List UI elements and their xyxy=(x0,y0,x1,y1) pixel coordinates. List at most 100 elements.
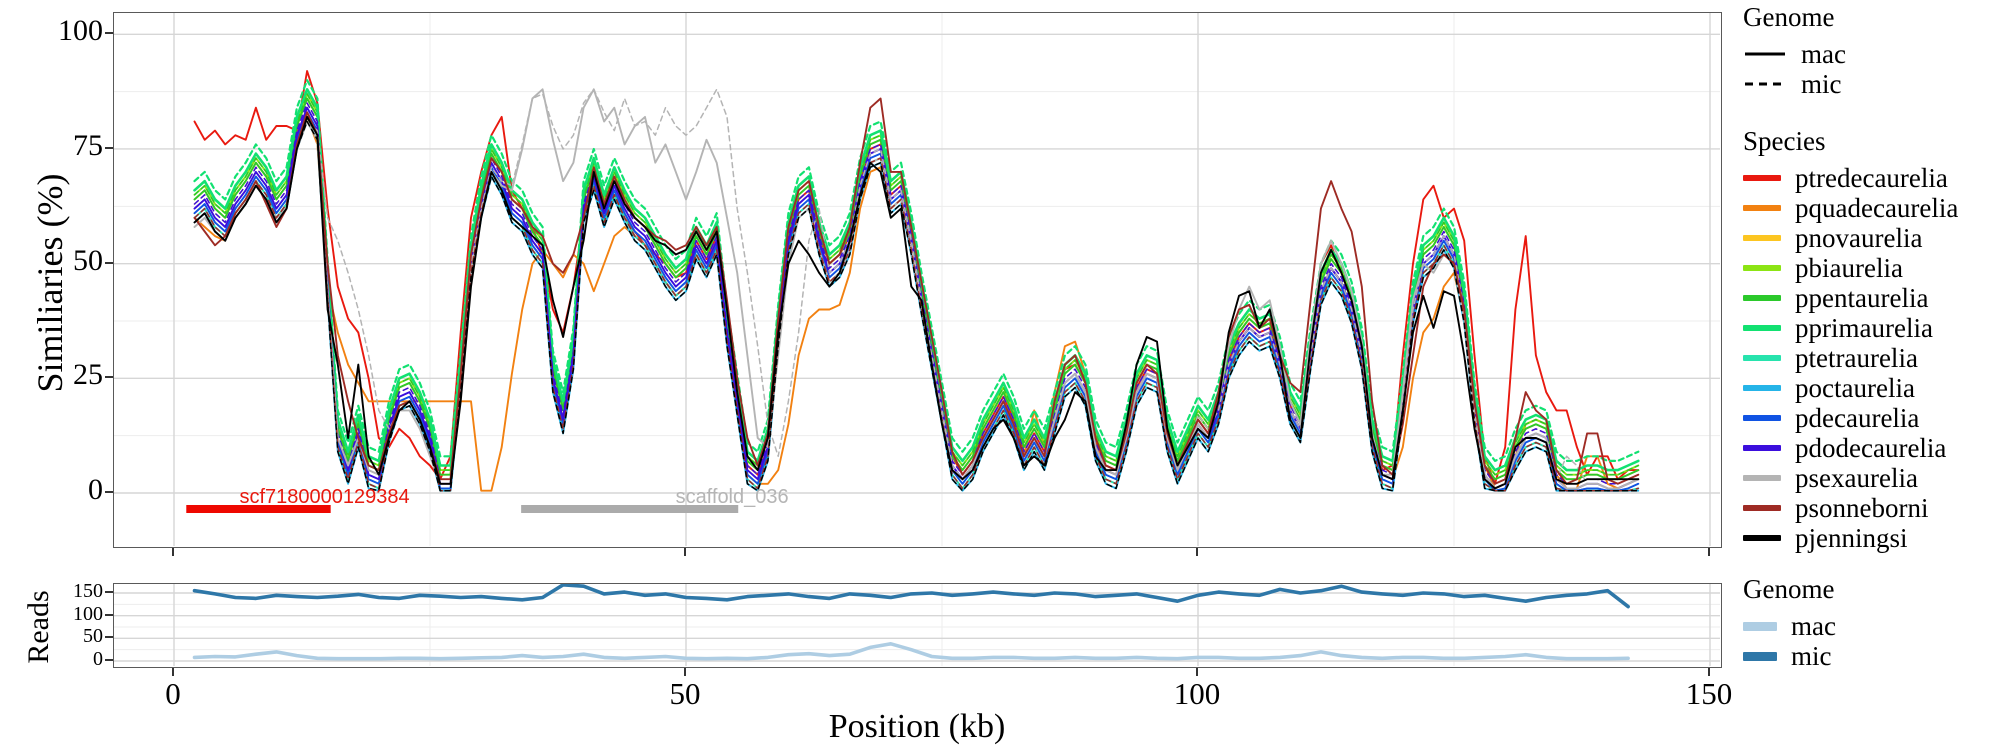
reads-genome-color-swatch-icon xyxy=(1743,651,1777,661)
legend-reads-genome: Genome mac mic xyxy=(1743,574,1999,671)
legend-species-item-pprimaurelia: pprimaurelia xyxy=(1743,313,1999,343)
x-tick-label: 100 xyxy=(1173,676,1221,711)
legend-genome-title: Genome xyxy=(1743,2,1835,32)
x-tick-label: 50 xyxy=(669,676,701,711)
species-color-swatch-icon xyxy=(1743,385,1781,391)
legend-reads-genome-item-label: mac xyxy=(1791,610,1836,641)
reads-y-tick-mark xyxy=(105,636,113,639)
legend-reads-genome-item-mac: mac xyxy=(1743,611,1999,641)
legend-species-item-label: pdecaurelia xyxy=(1795,402,1920,433)
y-tick-label: 25 xyxy=(73,358,103,392)
solid-line-swatch-icon xyxy=(1745,52,1785,56)
series-pjenningsi-mic xyxy=(193,120,1640,492)
series-pjenningsi-mac xyxy=(193,115,1640,490)
series-psonneborni-mac xyxy=(193,97,1640,485)
reads-y-tick-label: 150 xyxy=(73,580,103,602)
y-tick-mark xyxy=(105,146,113,149)
legend-species-item-label: pquadecaurelia xyxy=(1795,192,1959,223)
legend-species-item-psonneborni: psonneborni xyxy=(1743,493,1999,523)
legend-species-item-pdecaurelia: pdecaurelia xyxy=(1743,403,1999,433)
y-tick-mark xyxy=(105,376,113,379)
y-tick-label: 75 xyxy=(73,128,103,162)
similarity-plot-svg xyxy=(114,13,1720,546)
reads-y-tick-label: 0 xyxy=(93,648,103,670)
x-axis-title: Position (kb) xyxy=(828,708,1006,745)
legend-species-item-label: psexaurelia xyxy=(1795,462,1918,493)
annotation-scaffold-red-label: scf7180000129384 xyxy=(239,486,410,508)
species-color-swatch-icon xyxy=(1743,295,1781,301)
main-x-tick-mark xyxy=(1196,548,1198,556)
legend-species: Species ptredecaurelia pquadecaurelia pnov… xyxy=(1743,126,1999,553)
legend-species-item-label: pbiaurelia xyxy=(1795,252,1903,283)
x-tick-label: 0 xyxy=(165,676,181,711)
y-tick-label: 100 xyxy=(58,14,103,48)
legend-species-item-pdodecaurelia: pdodecaurelia xyxy=(1743,433,1999,463)
dashed-line-swatch-icon xyxy=(1745,82,1785,86)
legend-genome-linetype: Genome mac mic xyxy=(1743,2,1999,99)
legend-species-item-label: psonneborni xyxy=(1795,492,1929,523)
legend-species-item-ptredecaurelia: ptredecaurelia xyxy=(1743,163,1999,193)
legend-species-item-pjenningsi: pjenningsi xyxy=(1743,523,1999,553)
y-tick-mark xyxy=(105,32,113,35)
legend-species-item-poctaurelia: poctaurelia xyxy=(1743,373,1999,403)
species-color-swatch-icon xyxy=(1743,205,1781,211)
legend-genome-item-label: mic xyxy=(1801,68,1842,99)
reads-y-tick-mark xyxy=(105,659,113,661)
annotation-bar-1 xyxy=(521,505,739,513)
legend-species-item-label: pdodecaurelia xyxy=(1795,432,1947,463)
annotation-bar-0 xyxy=(186,505,331,513)
reads-panel xyxy=(113,583,1722,668)
reads-genome-color-swatch-icon xyxy=(1743,621,1777,631)
legend-reads-genome-item-label: mic xyxy=(1791,640,1832,671)
x-tick-label: 150 xyxy=(1685,676,1733,711)
species-color-swatch-icon xyxy=(1743,325,1781,331)
legend-genome-item-mic: mic xyxy=(1743,69,1999,99)
reads-y-tick-label: 100 xyxy=(73,602,103,625)
species-color-swatch-icon xyxy=(1743,445,1781,451)
reads-x-tick-mark xyxy=(172,668,174,676)
legend-species-item-label: pnovaurelia xyxy=(1795,222,1923,253)
reads-series-mic xyxy=(192,584,1630,609)
legend-species-item-psexaurelia: psexaurelia xyxy=(1743,463,1999,493)
reads-x-tick-mark xyxy=(1196,668,1198,676)
y-tick-label: 50 xyxy=(73,243,103,277)
species-color-swatch-icon xyxy=(1743,475,1781,481)
reads-x-tick-mark xyxy=(684,668,686,676)
y-tick-label: 0 xyxy=(88,473,103,506)
y-tick-mark xyxy=(105,261,113,264)
series-pprimaurelia-mic xyxy=(193,79,1640,462)
species-color-swatch-icon xyxy=(1743,355,1781,361)
species-color-swatch-icon xyxy=(1743,535,1781,541)
legend-species-item-label: pjenningsi xyxy=(1795,522,1908,553)
annotation-scaffold-gray-label: scaffold_036 xyxy=(675,486,789,508)
main-x-tick-mark xyxy=(684,548,686,556)
legend-species-item-pnovaurelia: pnovaurelia xyxy=(1743,223,1999,253)
legend-genome-item-label: mac xyxy=(1801,38,1846,69)
legend-species-item-label: ptetraurelia xyxy=(1795,342,1918,373)
legend-species-item-label: pprimaurelia xyxy=(1795,312,1933,343)
legend-species-item-pbiaurelia: pbiaurelia xyxy=(1743,253,1999,283)
legend-reads-genome-title: Genome xyxy=(1743,574,1835,604)
species-color-swatch-icon xyxy=(1743,415,1781,421)
reads-x-tick-mark xyxy=(1708,668,1710,676)
similarity-panel xyxy=(113,12,1722,548)
legend-species-item-label: ptredecaurelia xyxy=(1795,162,1948,193)
y-tick-mark xyxy=(105,491,113,493)
species-color-swatch-icon xyxy=(1743,175,1781,181)
species-color-swatch-icon xyxy=(1743,235,1781,241)
species-color-swatch-icon xyxy=(1743,265,1781,271)
legend-species-item-label: poctaurelia xyxy=(1795,372,1915,403)
legend-species-item-label: ppentaurelia xyxy=(1795,282,1929,313)
legend-genome-item-mac: mac xyxy=(1743,39,1999,69)
species-color-swatch-icon xyxy=(1743,505,1781,511)
reads-series-mac xyxy=(192,641,1630,661)
main-x-tick-mark xyxy=(172,548,174,556)
legend-species-title: Species xyxy=(1743,126,1826,156)
reads-plot-svg xyxy=(114,584,1720,666)
legend-species-item-ppentaurelia: ppentaurelia xyxy=(1743,283,1999,313)
reads-y-tick-mark xyxy=(105,613,113,616)
legend-reads-genome-item-mic: mic xyxy=(1743,641,1999,671)
legend-species-item-pquadecaurelia: pquadecaurelia xyxy=(1743,193,1999,223)
reads-y-tick-label: 50 xyxy=(83,625,103,648)
